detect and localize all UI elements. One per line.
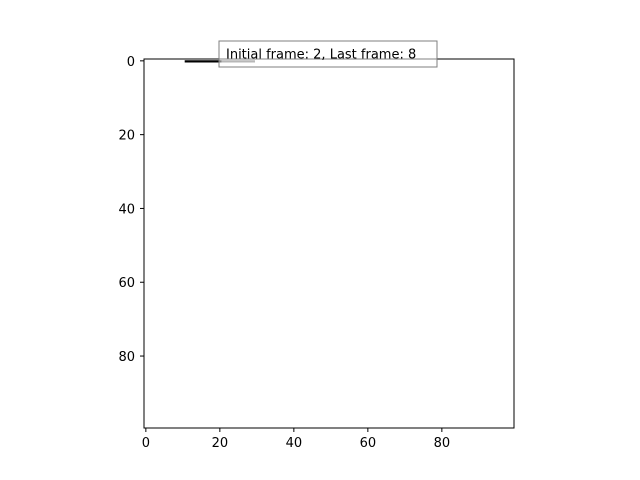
y-axis: 0 20 40 60 80 bbox=[118, 55, 144, 365]
y-tick-label: 20 bbox=[118, 129, 135, 144]
x-tick-label: 40 bbox=[286, 436, 303, 451]
annotation-box: Initial frame: 2, Last frame: 8 bbox=[218, 40, 438, 68]
y-tick-label: 60 bbox=[118, 276, 135, 291]
y-tick-label: 40 bbox=[118, 202, 135, 217]
plot-area bbox=[144, 59, 514, 428]
x-tick-label: 20 bbox=[212, 436, 229, 451]
y-tick-label: 0 bbox=[127, 55, 135, 70]
annotation-frame bbox=[218, 40, 438, 68]
annotation-text: Initial frame: 2, Last frame: 8 bbox=[226, 48, 416, 63]
x-tick-label: 80 bbox=[434, 436, 451, 451]
x-tick-label: 60 bbox=[360, 436, 377, 451]
x-axis: 0 20 40 60 80 bbox=[142, 428, 450, 451]
x-tick-label: 0 bbox=[142, 436, 150, 451]
y-tick-label: 80 bbox=[118, 350, 135, 365]
